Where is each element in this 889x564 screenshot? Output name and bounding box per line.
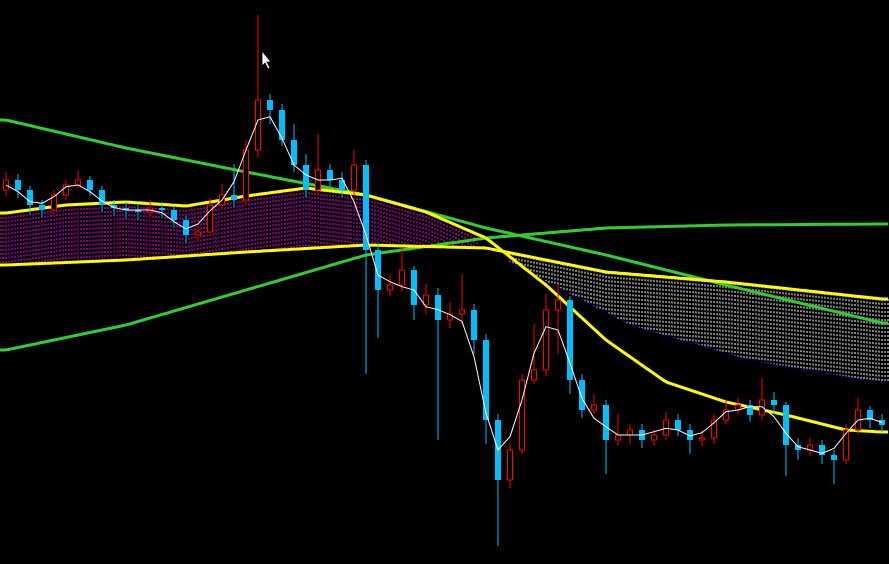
candle-body-down [363, 165, 369, 250]
candle-body-up [543, 309, 549, 371]
candle-body-down [267, 100, 273, 110]
candle-body-up [243, 149, 249, 201]
candle-body-up [423, 294, 429, 306]
mouse-cursor-icon [261, 49, 272, 70]
candle-body-up [843, 429, 849, 461]
candle-body-up [519, 379, 525, 451]
candle-body-down [39, 205, 45, 210]
white-fast-ma-line [5, 116, 883, 454]
candle-body-down [27, 190, 33, 205]
candle-body-down [231, 195, 237, 200]
yellow-slow-ma-line [0, 243, 888, 301]
candle-body-down [87, 180, 93, 190]
candle-body-down [303, 165, 309, 190]
candle-body-up [555, 299, 561, 311]
candle-body-down [123, 208, 129, 210]
candle-body-down [747, 405, 753, 415]
candle-body-down [675, 420, 681, 430]
candle-body-down [291, 140, 297, 165]
candle-body-down [435, 295, 441, 320]
candle-body-down [339, 180, 345, 190]
candle-body-down [171, 210, 177, 220]
candle-body-down [687, 430, 693, 440]
candle-body-down [819, 445, 825, 455]
candle-body-down [579, 380, 585, 410]
candle-body-up [615, 434, 621, 441]
candle-body-up [387, 284, 393, 291]
candle-body-up [351, 164, 357, 191]
candle-body-up [447, 313, 453, 321]
candle-body-up [591, 404, 597, 411]
candle-body-up [507, 449, 513, 481]
candle-body-down [159, 208, 165, 210]
candle-body-down [99, 190, 105, 205]
green-rising-ma-line [0, 222, 888, 352]
candle-body-down [327, 170, 333, 180]
green-falling-ma-line [0, 118, 888, 325]
candle-body-down [771, 400, 777, 405]
indicator-lines [0, 118, 888, 434]
candle-body-down [183, 220, 189, 235]
candle-body-down [603, 405, 609, 440]
candle-body-down [135, 210, 141, 212]
candle-body-down [783, 405, 789, 445]
candle-body-up [699, 437, 705, 441]
candle-body-up [711, 419, 717, 439]
candle-body-up [759, 399, 765, 416]
candle-body-down [15, 180, 21, 190]
candle-body-up [399, 269, 405, 286]
candle-body-up [723, 409, 729, 421]
candle-body-down [831, 455, 837, 460]
candle-body-up [195, 231, 201, 236]
candle-body-down [279, 110, 285, 140]
candle-body-up [627, 429, 633, 436]
candle-body-up [459, 309, 465, 315]
candle-body-down [483, 340, 489, 420]
candle-body-down [795, 445, 801, 450]
candle-body-up [663, 419, 669, 436]
candle-body-down [567, 300, 573, 380]
candle-body-down [411, 270, 417, 305]
candle-body-up [651, 434, 657, 441]
candles [3, 15, 885, 546]
candle-body-up [63, 184, 69, 196]
candle-body-up [75, 179, 81, 186]
candle-body-down [867, 410, 873, 420]
candle-body-down [375, 250, 381, 290]
candle-body-up [51, 194, 57, 211]
candle-body-down [111, 205, 117, 208]
candle-body-up [207, 204, 213, 233]
candle-body-down [471, 310, 477, 340]
candle-body-up [531, 369, 537, 381]
fast-ma-layer [5, 116, 883, 454]
